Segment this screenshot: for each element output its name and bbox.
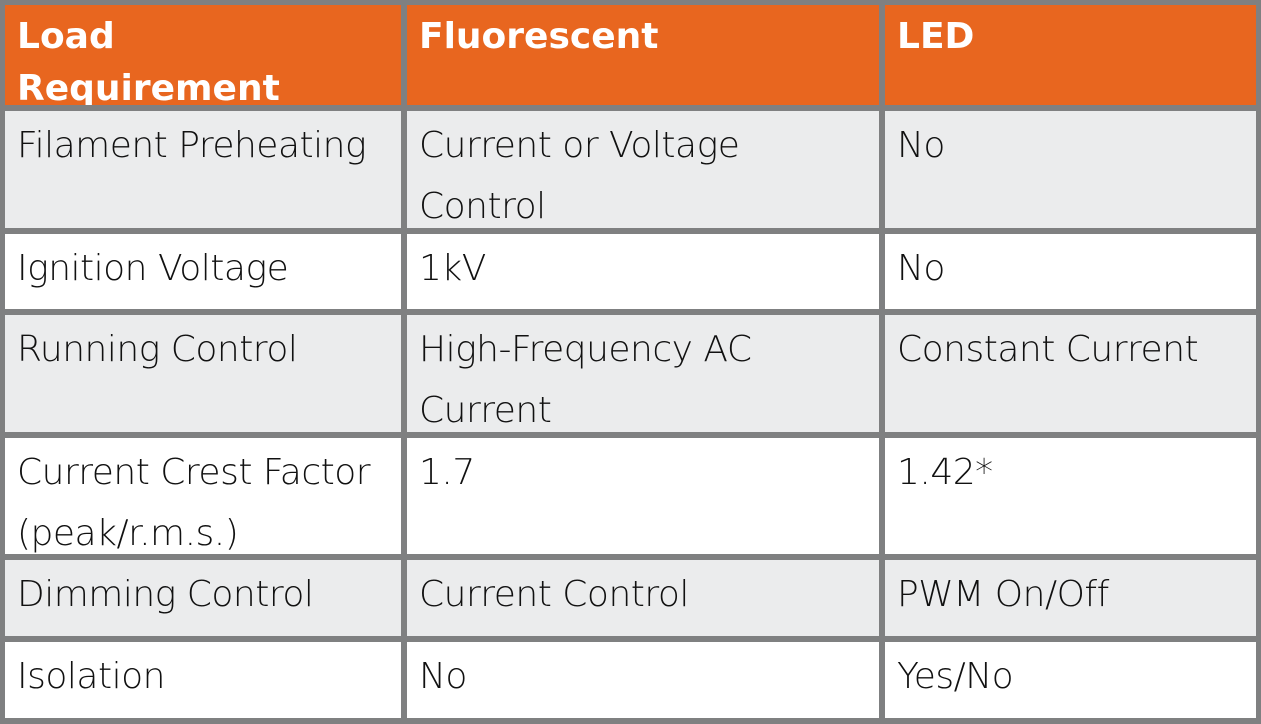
row-led: Constant Current <box>885 315 1256 432</box>
row-requirement: Ignition Voltage <box>5 234 401 309</box>
row-fluorescent: 1.7 <box>407 438 879 554</box>
row-requirement: Dimming Control <box>5 560 401 636</box>
header-load-requirement: Load Requirement <box>5 5 401 105</box>
row-fluorescent: High-Frequency AC Current <box>407 315 879 432</box>
row-fluorescent: No <box>407 642 879 718</box>
row-fluorescent: 1kV <box>407 234 879 309</box>
row-fluorescent: Current or Voltage Control <box>407 111 879 228</box>
row-led: Yes/No <box>885 642 1256 718</box>
header-fluorescent: Fluorescent <box>407 5 879 105</box>
header-led: LED <box>885 5 1256 105</box>
row-requirement: Current Crest Factor (peak/r.m.s.) <box>5 438 401 554</box>
row-requirement: Filament Preheating <box>5 111 401 228</box>
row-requirement: Isolation <box>5 642 401 718</box>
row-fluorescent: Current Control <box>407 560 879 636</box>
row-led: PWM On/Off <box>885 560 1256 636</box>
row-led: No <box>885 111 1256 228</box>
row-led: No <box>885 234 1256 309</box>
row-led: 1.42* <box>885 438 1256 554</box>
row-requirement: Running Control <box>5 315 401 432</box>
